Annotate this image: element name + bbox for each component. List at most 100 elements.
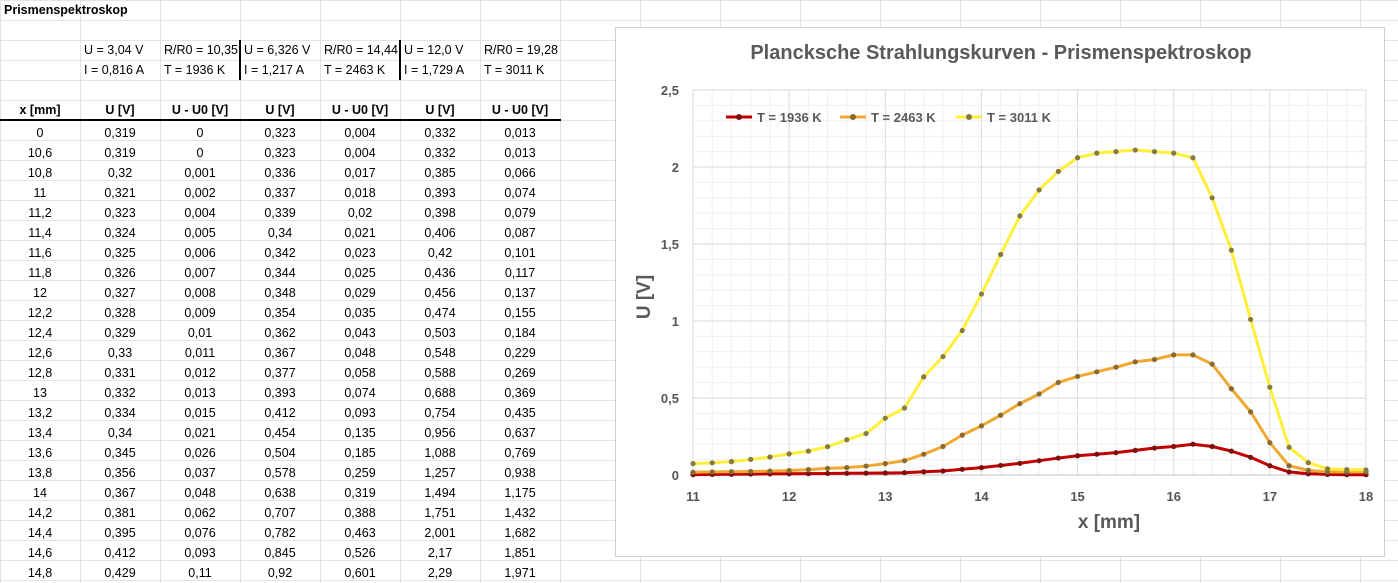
table-cell[interactable]: 1,682: [504, 526, 536, 540]
header-u-2[interactable]: U [V]: [265, 103, 295, 117]
table-cell[interactable]: 0,007: [184, 266, 216, 280]
table-cell[interactable]: 0,074: [504, 186, 536, 200]
table-cell[interactable]: 0,135: [344, 426, 376, 440]
table-cell[interactable]: 0,342: [264, 246, 296, 260]
table-cell[interactable]: 0,101: [504, 246, 536, 260]
table-cell[interactable]: 0,229: [504, 346, 536, 360]
table-cell[interactable]: 0,504: [264, 446, 296, 460]
table-cell[interactable]: 11,2: [28, 206, 52, 220]
table-cell[interactable]: 0,331: [104, 366, 136, 380]
table-cell[interactable]: 0,332: [104, 386, 136, 400]
table-cell[interactable]: 0,319: [104, 126, 136, 140]
table-cell[interactable]: 0,332: [424, 126, 456, 140]
table-cell[interactable]: 0,037: [184, 466, 216, 480]
table-cell[interactable]: 0,463: [344, 526, 376, 540]
table-cell[interactable]: 0,754: [424, 406, 456, 420]
table-cell[interactable]: 14,8: [27, 566, 53, 580]
table-cell[interactable]: 0,023: [344, 246, 376, 260]
table-cell[interactable]: 0,588: [424, 366, 456, 380]
table-cell[interactable]: 14,2: [27, 506, 53, 520]
param-r-3[interactable]: R/R0 = 19,28: [484, 43, 559, 57]
table-cell[interactable]: 12: [33, 286, 47, 300]
table-cell[interactable]: 0,004: [344, 126, 376, 140]
table-cell[interactable]: 0,92: [267, 566, 293, 580]
table-cell[interactable]: 0,093: [184, 546, 216, 560]
table-cell[interactable]: 0,018: [344, 186, 376, 200]
table-cell[interactable]: 0,062: [184, 506, 216, 520]
table-cell[interactable]: 0,393: [424, 186, 456, 200]
param-u-3[interactable]: U = 12,0 V: [404, 43, 464, 57]
table-cell[interactable]: 0,326: [104, 266, 136, 280]
header-u-3[interactable]: U [V]: [425, 103, 455, 117]
table-cell[interactable]: 0,578: [264, 466, 296, 480]
table-cell[interactable]: 0,334: [104, 406, 136, 420]
table-cell[interactable]: 0: [196, 126, 204, 140]
table-cell[interactable]: 13: [33, 386, 47, 400]
table-cell[interactable]: 0,34: [107, 426, 133, 440]
table-cell[interactable]: 0,377: [264, 366, 296, 380]
table-cell[interactable]: 0,345: [104, 446, 136, 460]
header-x[interactable]: x [mm]: [19, 103, 61, 117]
table-cell[interactable]: 0,004: [184, 206, 216, 220]
table-cell[interactable]: 0,013: [504, 146, 536, 160]
table-cell[interactable]: 0,956: [424, 426, 456, 440]
table-cell[interactable]: 0,012: [184, 366, 216, 380]
table-cell[interactable]: 0: [36, 126, 44, 140]
param-t-3[interactable]: T = 3011 K: [484, 63, 545, 77]
table-cell[interactable]: 13,2: [27, 406, 53, 420]
table-cell[interactable]: 0,035: [344, 306, 376, 320]
table-cell[interactable]: 0,058: [344, 366, 376, 380]
table-cell[interactable]: 0,398: [424, 206, 456, 220]
table-cell[interactable]: 0,185: [344, 446, 376, 460]
table-cell[interactable]: 0,429: [104, 566, 136, 580]
table-cell[interactable]: 0,381: [104, 506, 136, 520]
table-cell[interactable]: 1,175: [504, 486, 536, 500]
table-cell[interactable]: 0,013: [184, 386, 216, 400]
table-cell[interactable]: 0,688: [424, 386, 456, 400]
table-cell[interactable]: 11,8: [28, 266, 52, 280]
table-cell[interactable]: 1,088: [424, 446, 456, 460]
table-cell[interactable]: 0,155: [504, 306, 536, 320]
table-cell[interactable]: 0,769: [504, 446, 536, 460]
param-t-1[interactable]: T = 1936 K: [164, 63, 226, 77]
header-u-1[interactable]: U [V]: [105, 103, 135, 117]
param-i-1[interactable]: I = 0,816 A: [84, 63, 145, 77]
table-cell[interactable]: 2,001: [424, 526, 456, 540]
table-cell[interactable]: 0,029: [344, 286, 376, 300]
table-cell[interactable]: 1,851: [504, 546, 536, 560]
table-cell[interactable]: 0,011: [184, 346, 216, 360]
table-cell[interactable]: 0,32: [107, 166, 133, 180]
table-cell[interactable]: 0,362: [264, 326, 296, 340]
table-cell[interactable]: 0,021: [184, 426, 216, 440]
table-cell[interactable]: 0,259: [344, 466, 376, 480]
table-cell[interactable]: 0,01: [187, 326, 213, 340]
table-cell[interactable]: 1,432: [504, 506, 536, 520]
param-i-3[interactable]: I = 1,729 A: [404, 63, 465, 77]
table-cell[interactable]: 0,329: [104, 326, 136, 340]
table-cell[interactable]: 14,4: [27, 526, 53, 540]
table-cell[interactable]: 0,436: [424, 266, 456, 280]
table-cell[interactable]: 0,356: [104, 466, 136, 480]
table-cell[interactable]: 1,751: [424, 506, 456, 520]
table-cell[interactable]: 0,344: [264, 266, 296, 280]
table-cell[interactable]: 0,503: [424, 326, 456, 340]
table-cell[interactable]: 0,001: [184, 166, 216, 180]
table-cell[interactable]: 0,323: [104, 206, 136, 220]
param-i-2[interactable]: I = 1,217 A: [244, 63, 305, 77]
table-cell[interactable]: 0,066: [504, 166, 536, 180]
table-cell[interactable]: 14: [33, 486, 47, 500]
param-r-2[interactable]: R/R0 = 14,44: [324, 43, 399, 57]
table-cell[interactable]: 0,02: [347, 206, 373, 220]
table-cell[interactable]: 0,42: [427, 246, 453, 260]
table-cell[interactable]: 0,117: [504, 266, 536, 280]
table-cell[interactable]: 0,412: [264, 406, 296, 420]
table-cell[interactable]: 10,6: [27, 146, 53, 160]
table-cell[interactable]: 0,782: [264, 526, 296, 540]
table-cell[interactable]: 0,079: [504, 206, 536, 220]
table-cell[interactable]: 0,327: [104, 286, 136, 300]
table-cell[interactable]: 0,076: [184, 526, 216, 540]
table-cell[interactable]: 1,971: [504, 566, 536, 580]
table-cell[interactable]: 0,637: [504, 426, 536, 440]
table-cell[interactable]: 0,354: [264, 306, 296, 320]
table-cell[interactable]: 0,638: [264, 486, 296, 500]
